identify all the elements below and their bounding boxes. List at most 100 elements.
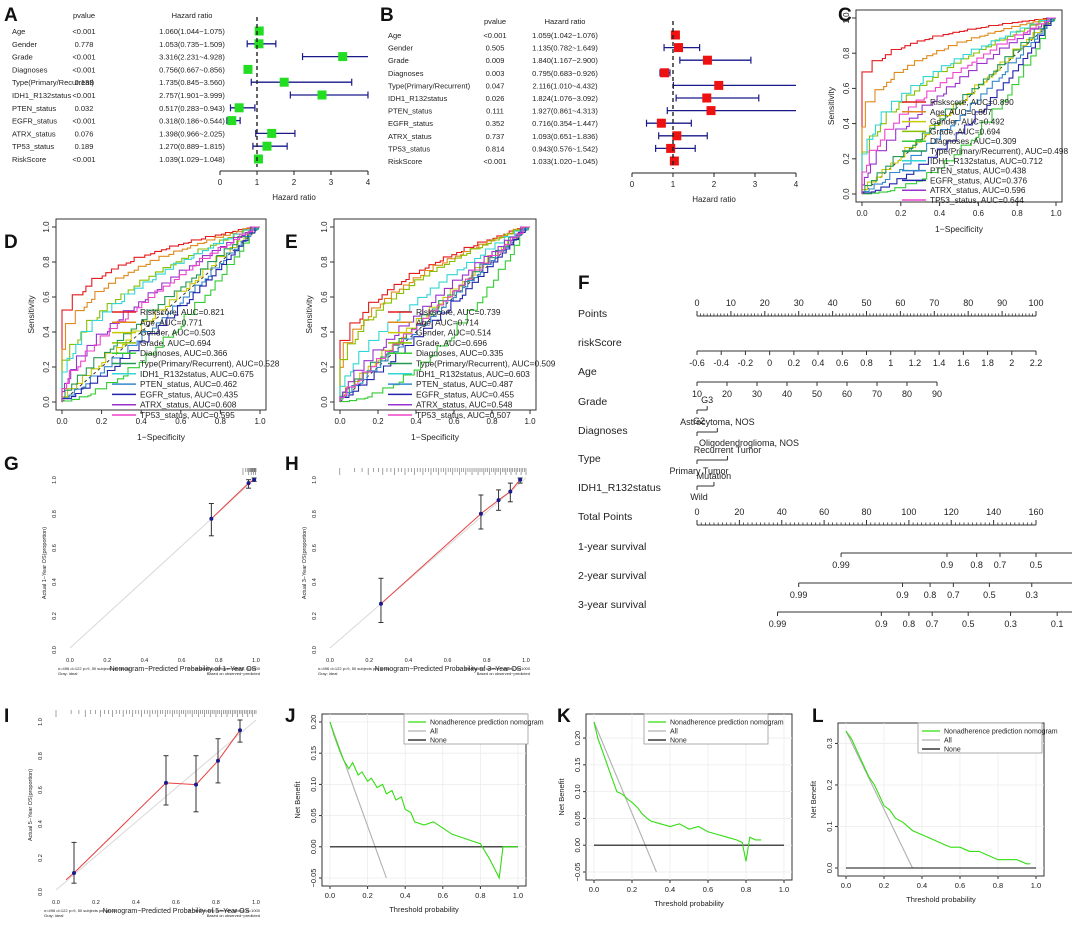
- legend-label: None: [670, 738, 687, 745]
- x-tick-label: 0.6: [175, 417, 187, 426]
- hr-box: [234, 103, 244, 113]
- nomogram-row: Grade G3 G2: [578, 395, 713, 426]
- x-tick-label: 0.8: [741, 885, 751, 894]
- roc-curve-type: [61, 226, 260, 402]
- roc-curve-atrx-status: [861, 17, 1056, 194]
- row-pvalue: 0.026: [486, 94, 505, 103]
- x-tick-label: 3: [753, 180, 758, 189]
- nomogram-level-bottom: Oligodendroglioma, NOS: [699, 438, 799, 448]
- nomogram-tick-label: 0.8: [970, 560, 983, 570]
- row-pvalue: 0.076: [75, 129, 94, 138]
- legend-label: Diagnoses, AUC=0.366: [140, 348, 228, 358]
- x-axis-label: Nomogram−Predicted Probability of 3−Year…: [375, 666, 522, 673]
- x-axis-label: 1−Specificity: [935, 224, 984, 234]
- x-axis-label: 1−Specificity: [137, 432, 186, 442]
- roc-curve-idh1-r132status: [861, 17, 1056, 194]
- nomogram-row: Age 10 20 30 40 50 60 70 80 90: [578, 366, 942, 399]
- ideal-line: [329, 477, 527, 649]
- legend-label: TP53_status, AUC=0.644: [930, 195, 1024, 205]
- hr-header: Hazard ratio: [172, 11, 213, 20]
- y-tick-label: 0.0: [842, 188, 851, 200]
- footnote-left: n=496 d=122 p=9, 50 subjects per group: [58, 666, 131, 671]
- x-tick-label: 0.0: [856, 209, 868, 218]
- x-tick-label: 2: [712, 180, 717, 189]
- row-hr-text: 0.795(0.683~0.926): [532, 69, 598, 78]
- x-tick-label: 0.0: [589, 885, 599, 894]
- footnote-left-2: Gray: ideal: [44, 913, 63, 918]
- plot-frame: [333, 218, 537, 411]
- nomogram-tick-label: 0.9: [896, 590, 909, 600]
- point-marker: [72, 871, 76, 875]
- row-pvalue: 0.189: [75, 142, 94, 151]
- model-curve: [845, 730, 1031, 865]
- x-tick-label: 0.4: [400, 891, 410, 900]
- nomogram-tick-label: 0.8: [860, 358, 873, 368]
- forest-row: EGFR_status <0.001 0.318(0.186~0.544): [12, 116, 241, 126]
- calibration-point: [237, 719, 243, 743]
- legend-box: [643, 713, 769, 745]
- nomogram-row-label: Diagnoses: [578, 425, 628, 437]
- x-tick-label: 0: [218, 178, 223, 187]
- x-tick-label: 0.4: [917, 881, 927, 890]
- all-curve: [845, 730, 913, 869]
- legend-label: Riskscore, AUC=0.821: [140, 307, 225, 317]
- dca-legend: Nonadherence prediction nomogram All None: [403, 713, 544, 745]
- row-hr-text: 2.116(1.010~4.432): [532, 81, 598, 90]
- footnote-right-2: Based on observed−predicted: [477, 671, 530, 676]
- legend-box: [403, 713, 529, 745]
- row-pvalue: <0.001: [72, 117, 95, 126]
- x-axis-label: Threshold probability: [654, 899, 724, 908]
- nomogram-level-bottom: G2: [693, 416, 705, 426]
- x-tick-label: 1.0: [252, 658, 260, 664]
- calibration-plot-i: 0.00.00.20.20.40.40.60.60.80.81.01.0Nomo…: [28, 710, 261, 918]
- roc-curve-tp53-status: [61, 226, 260, 402]
- row-pvalue: 0.352: [486, 119, 505, 128]
- row-pvalue: <0.001: [483, 31, 506, 40]
- x-tick-label: 0.6: [448, 417, 460, 426]
- x-axis-label: Nomogram−Predicted Probability of 1−Year…: [110, 666, 257, 673]
- row-hr-text: 1.135(0.782~1.649): [532, 44, 598, 53]
- hr-box: [656, 118, 666, 128]
- y-axis-label: Sensitivity: [304, 295, 314, 334]
- x-tick-label: 0.2: [895, 209, 907, 218]
- x-tick-label: 0.2: [879, 881, 889, 890]
- nomogram-tick-label: 0.5: [983, 590, 996, 600]
- nomogram-tick-label: 100: [901, 507, 916, 517]
- y-tick-label: 0.8: [842, 47, 851, 59]
- nomogram-tick-label: 140: [986, 507, 1001, 517]
- row-label: Type(Primary/Recurrent): [12, 78, 95, 87]
- nomogram-tick-label: 80: [963, 298, 973, 308]
- x-tick-label: 0.4: [934, 209, 946, 218]
- y-tick-label: 0.6: [842, 82, 851, 94]
- legend-label: Type(Primary/Recurrent), AUC=0.528: [140, 359, 280, 369]
- row-hr-text: 0.943(0.576~1.542): [532, 144, 598, 153]
- nomogram-tick-label: 30: [752, 389, 762, 399]
- legend-label: All: [944, 738, 952, 745]
- x-tick-label: 0.2: [365, 658, 373, 664]
- y-tick-label: 0.6: [38, 786, 44, 794]
- nomogram-row-label: Age: [578, 366, 597, 378]
- row-pvalue: 0.778: [75, 40, 94, 49]
- calibration-point: [378, 577, 384, 623]
- hr-box: [254, 26, 264, 36]
- x-tick-label: 0.8: [993, 881, 1003, 890]
- calibration-line: [73, 729, 241, 874]
- nomogram-tick-label: 0: [767, 358, 772, 368]
- calibration-point: [478, 494, 484, 530]
- legend-label: IDH1_R132status, AUC=0.603: [416, 369, 530, 379]
- y-tick-label: 0.05: [573, 811, 582, 826]
- y-tick-label: 0.6: [320, 291, 329, 303]
- nomogram-row-label: 1-year survival: [578, 541, 646, 553]
- nomogram-tick-label: 0.9: [941, 560, 954, 570]
- legend-label: ATRX_status, AUC=0.548: [416, 400, 513, 410]
- y-tick-label: 1.0: [842, 12, 851, 24]
- row-label: RiskScore: [12, 155, 46, 164]
- y-tick-label: 0.8: [52, 510, 58, 518]
- nomogram-tick-label: 50: [812, 389, 822, 399]
- y-tick-label: 0.1: [825, 821, 834, 831]
- roc-curve-diagnoses: [861, 17, 1056, 195]
- nomogram-tick-label: -0.2: [738, 358, 754, 368]
